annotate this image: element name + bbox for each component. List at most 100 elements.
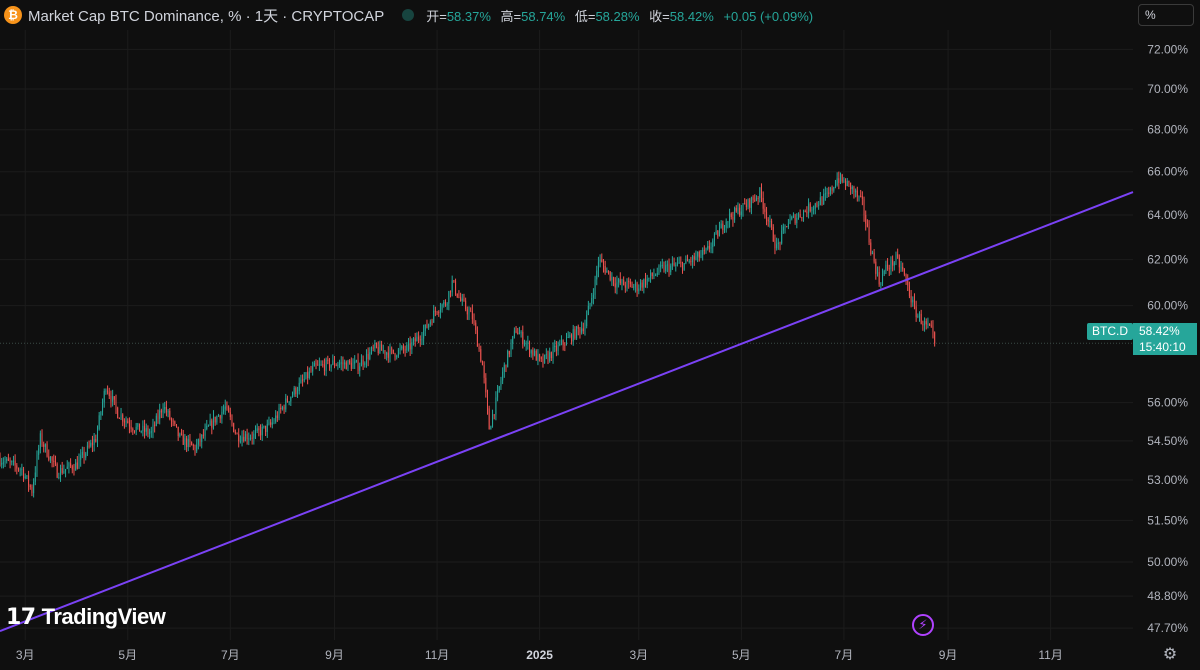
candle-body (441, 304, 443, 310)
candle-body (493, 414, 495, 416)
y-tick-label: 66.00% (1147, 165, 1188, 179)
candle-body (191, 442, 193, 446)
candle-body (572, 329, 574, 342)
candle-body (322, 364, 324, 366)
candle-body (439, 309, 441, 313)
candle-body (312, 366, 314, 372)
candle-body (890, 259, 892, 270)
candle-body (11, 461, 13, 463)
x-tick-label: 11月 (1038, 648, 1062, 662)
grid-lines (0, 30, 1133, 640)
candle-body (223, 409, 225, 412)
tradingview-logo[interactable]: 𝟭𝟳 TradingView (6, 604, 166, 630)
candle-body (668, 264, 670, 273)
candle-body (789, 219, 791, 224)
candle-body (623, 279, 625, 286)
price-axis[interactable]: 72.00% 70.00% 68.00% 66.00% 64.00% 62.00% 60.0… (1147, 42, 1188, 635)
candle-body (485, 377, 487, 393)
candle-body (330, 364, 332, 368)
candle-body (824, 193, 826, 195)
candle-body (112, 396, 114, 402)
candle-body (411, 342, 413, 350)
candle-body (772, 227, 774, 242)
candle-body (337, 364, 339, 366)
candle-body (500, 380, 502, 387)
candle-body (821, 197, 823, 205)
candle-body (196, 444, 198, 452)
candle-body (513, 330, 515, 337)
candle-body (782, 226, 784, 231)
candle-body (814, 203, 816, 209)
candle-body (144, 425, 146, 432)
gear-icon[interactable]: ⚙ (1162, 646, 1178, 663)
candle-body (648, 277, 650, 279)
candle-body (653, 275, 655, 277)
price-scale-unit[interactable]: % (1138, 4, 1194, 26)
candle-body (841, 174, 843, 182)
y-tick-label: 47.70% (1147, 621, 1188, 635)
candle-body (868, 226, 870, 243)
candle-body (199, 438, 201, 442)
candle-body (349, 360, 351, 363)
candle-body (705, 248, 707, 251)
candle-body (619, 279, 621, 284)
candle-body (394, 353, 396, 357)
candle-body (258, 428, 260, 431)
candle-body (801, 217, 803, 219)
candle-body (177, 426, 179, 437)
candle-body (883, 270, 885, 275)
candle-body (377, 347, 379, 354)
candle-body (392, 349, 394, 354)
candle-body (414, 338, 416, 342)
candle-body (787, 223, 789, 227)
candle-body (777, 242, 779, 245)
candle-body (53, 460, 55, 462)
candle-body (58, 477, 60, 479)
candle-body (86, 445, 88, 454)
candle-body (406, 345, 408, 351)
time-axis[interactable]: 3月 5月 7月 9月 11月 2025 3月 5月 7月 9月 11月 (16, 648, 1063, 662)
candle-body (54, 460, 56, 465)
candle-body (517, 332, 519, 335)
candle-body (488, 408, 490, 430)
candle-body (929, 324, 931, 326)
candle-body (634, 283, 636, 287)
candle-body (882, 274, 884, 284)
symbol-title[interactable]: Market Cap BTC Dominance, % · 1天 · CRYPT… (28, 7, 385, 25)
market-status-icon[interactable] (402, 9, 415, 21)
x-tick-label: 2025 (526, 648, 553, 662)
candle-body (80, 455, 82, 460)
candle-body (308, 371, 310, 378)
trendline[interactable] (0, 191, 1134, 633)
candle-body (497, 390, 499, 398)
candle-body (103, 391, 105, 403)
candle-body (298, 382, 300, 392)
candle-body (83, 451, 85, 458)
candle-body (475, 322, 477, 331)
candle-body (370, 347, 373, 353)
candle-body (767, 219, 769, 222)
candle-body (823, 194, 825, 205)
candle-body (335, 365, 337, 367)
lightning-icon[interactable]: ⚡ (912, 614, 934, 636)
candle-body (367, 353, 369, 360)
candle-body (260, 430, 262, 436)
candle-body (244, 434, 246, 442)
candle-body (887, 264, 889, 269)
candle-body (184, 438, 186, 445)
candle-body (656, 273, 658, 275)
candle-body (165, 406, 167, 413)
candle-body (142, 425, 144, 432)
candle-body (930, 325, 932, 327)
candle-body (347, 360, 349, 370)
candle-body (7, 458, 9, 461)
candle-body (759, 187, 761, 199)
candle-body (734, 207, 736, 220)
candle-body (248, 438, 250, 440)
candle-body (51, 456, 53, 461)
candle-body (774, 241, 776, 249)
candle-body (544, 354, 546, 363)
candle-body (502, 371, 504, 381)
candle-body (273, 421, 275, 423)
